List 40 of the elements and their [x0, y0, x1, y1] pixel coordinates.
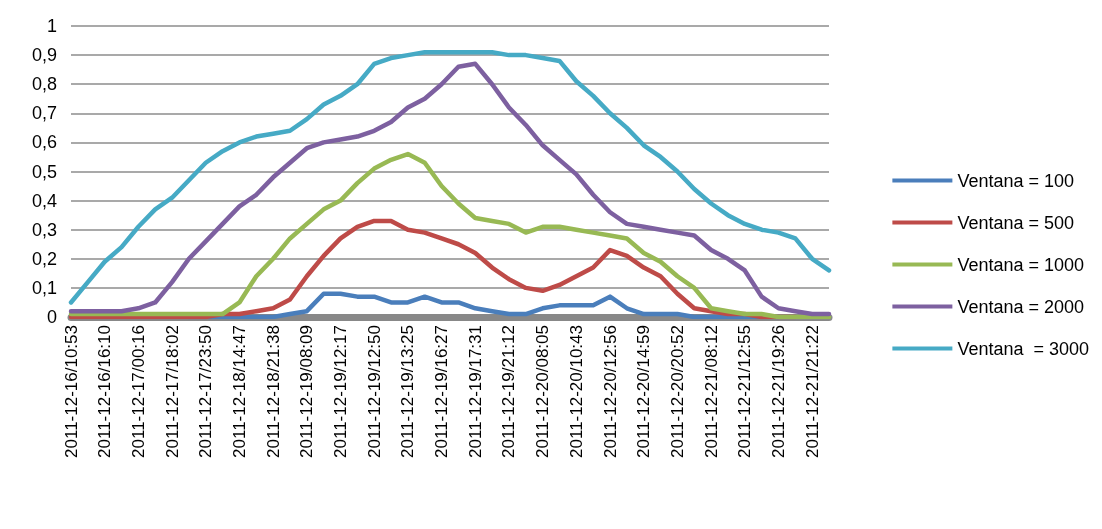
y-tick-label: 0,6	[31, 132, 57, 153]
y-tick-label: 0,9	[31, 45, 57, 66]
y-tick-label: 0,2	[31, 248, 57, 269]
y-tick-label: 1	[46, 16, 57, 36]
x-tick-label: 2011-12-19/21:12	[499, 325, 519, 458]
line-series	[68, 151, 832, 320]
x-tick-label: 2011-12-18/14:47	[229, 325, 249, 458]
x-tick-label: 2011-12-21/19:26	[768, 325, 788, 458]
y-tick-label: 0,7	[31, 103, 57, 124]
x-tick-label: 2011-12-19/12:17	[331, 325, 351, 458]
x-tick-label: 2011-12-20/10:43	[566, 325, 586, 458]
legend-label: Ventana = 1000	[957, 254, 1084, 275]
legend-label: Ventana = 3000	[957, 338, 1089, 359]
x-tick-label: 2011-12-16/10:53	[61, 325, 81, 458]
x-tick-label: 2011-12-21/21:22	[802, 325, 822, 458]
x-tick-label: 2011-12-21/12:55	[735, 325, 755, 458]
legend-label: Ventana = 500	[957, 212, 1074, 233]
x-tick-label: 2011-12-16/16:10	[95, 325, 115, 458]
y-tick-label: 0	[46, 307, 57, 327]
y-tick-label: 0,3	[31, 219, 57, 240]
x-tick-label: 2011-12-17/18:02	[162, 325, 182, 458]
x-tick-label: 2011-12-17/00:16	[128, 325, 148, 458]
y-tick-label: 0,1	[31, 277, 57, 298]
legend-label: Ventana = 100	[957, 170, 1074, 191]
x-tick-label: 2011-12-19/17:31	[465, 325, 485, 458]
x-tick-label: 2011-12-19/13:25	[398, 325, 418, 458]
y-tick-label: 0,4	[31, 190, 57, 211]
y-tick-label: 0,5	[31, 161, 57, 182]
x-tick-label: 2011-12-20/12:56	[600, 325, 620, 458]
x-tick-label: 2011-12-19/12:50	[364, 325, 384, 458]
x-tick-label: 2011-12-19/08:09	[297, 325, 317, 458]
x-tick-label: 2011-12-21/08:12	[701, 325, 721, 458]
legend-label: Ventana = 2000	[957, 296, 1084, 317]
x-tick-label: 2011-12-17/23:50	[196, 325, 216, 458]
x-tick-label: 2011-12-20/14:59	[634, 325, 654, 458]
x-tick-label: 2011-12-19/16:27	[432, 325, 452, 458]
x-tick-label: 2011-12-20/08:05	[533, 325, 553, 458]
x-tick-label: 2011-12-20/20:52	[667, 325, 687, 458]
x-tick-label: 2011-12-18/21:38	[263, 325, 283, 458]
y-tick-label: 0,8	[31, 74, 57, 95]
